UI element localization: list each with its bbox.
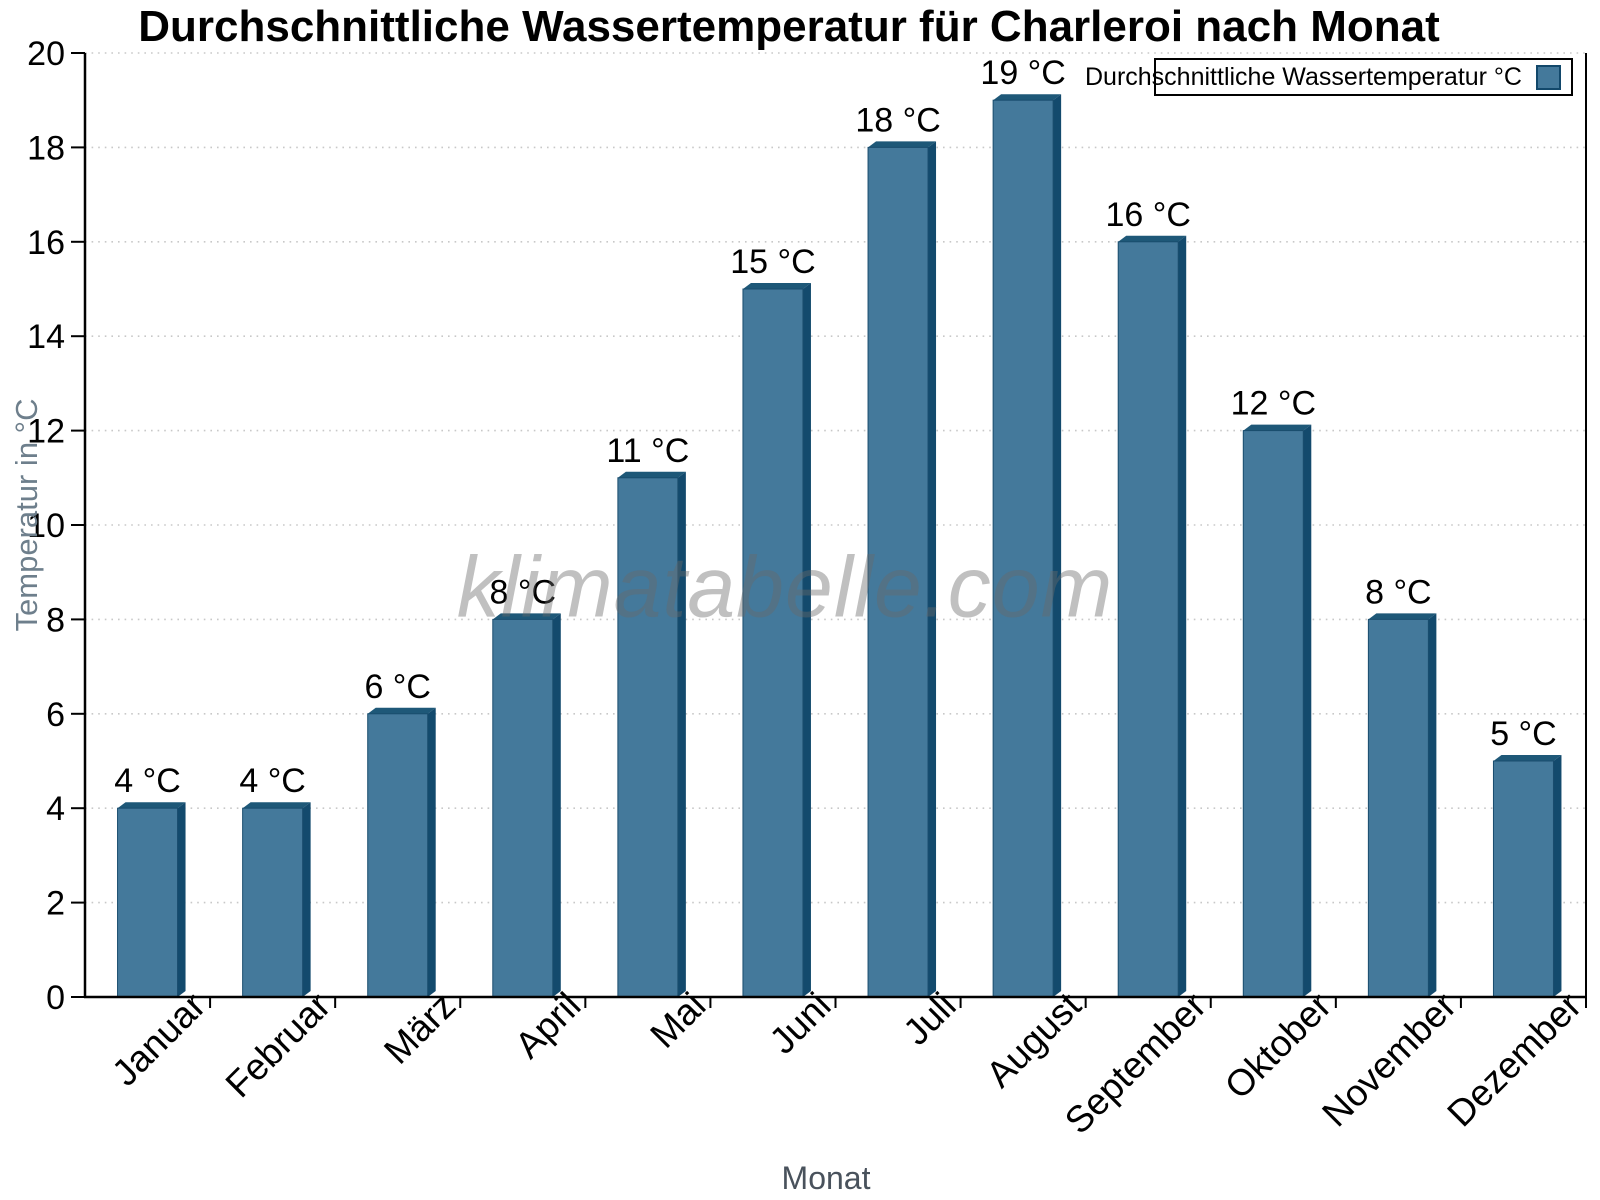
bar — [992, 99, 1054, 998]
bar — [617, 477, 679, 998]
month-label: Oktober — [1217, 985, 1339, 1107]
bar-top-face — [993, 94, 1062, 101]
bar-side-face — [552, 613, 561, 997]
bar-side-face — [928, 141, 937, 997]
bar-side-face — [1428, 613, 1437, 997]
bar — [1117, 241, 1179, 998]
y-tick-label: 8 — [46, 601, 65, 639]
bar-value-label: 11 °C — [606, 432, 689, 470]
y-tick-label: 4 — [46, 790, 65, 828]
bar-side-face — [677, 471, 686, 997]
legend: Durchschnittliche Wassertemperatur °C — [1085, 58, 1573, 96]
bar-top-face — [1118, 235, 1187, 242]
bar-side-face — [802, 283, 811, 997]
bar-value-label: 19 °C — [980, 54, 1065, 92]
bar-value-label: 15 °C — [730, 243, 815, 281]
legend-swatch-icon — [1536, 64, 1561, 90]
bar-top-face — [617, 471, 686, 478]
bar-value-label: 6 °C — [364, 668, 431, 706]
bar-value-label: 5 °C — [1490, 715, 1557, 753]
bar-top-face — [1243, 424, 1312, 431]
month-label: Februar — [218, 985, 339, 1106]
bar-side-face — [1553, 755, 1562, 997]
bar-top-face — [1368, 613, 1437, 620]
bar-value-label: 8 °C — [1365, 573, 1432, 611]
bar-top-face — [492, 613, 561, 620]
bar-top-face — [868, 141, 937, 148]
bar-top-face — [117, 802, 186, 809]
bar — [1492, 760, 1554, 998]
bar-side-face — [1053, 94, 1062, 997]
bar-value-label: 16 °C — [1105, 196, 1190, 234]
bar-side-face — [1178, 235, 1187, 998]
y-tick-label: 16 — [27, 224, 65, 262]
bar-value-label: 8 °C — [490, 573, 557, 611]
bar — [242, 807, 304, 998]
bar — [867, 146, 929, 998]
month-label: August — [978, 984, 1089, 1095]
bar — [1242, 430, 1304, 998]
bar-value-label: 4 °C — [114, 762, 181, 800]
y-tick-label: 2 — [46, 885, 65, 923]
y-tick-label: 18 — [27, 129, 65, 167]
bar — [117, 807, 179, 998]
bar-side-face — [302, 802, 311, 997]
bar-top-face — [242, 802, 311, 809]
y-axis-title: Temperatur in °C — [9, 398, 44, 632]
chart-title: Durchschnittliche Wassertemperatur für C… — [138, 2, 1440, 51]
y-tick-label: 10 — [27, 507, 65, 545]
bar-side-face — [427, 707, 436, 997]
y-tick-label: 20 — [27, 35, 65, 73]
y-tick-label: 6 — [46, 696, 65, 734]
bar — [492, 618, 554, 998]
bar — [367, 713, 429, 998]
bar-side-face — [177, 802, 186, 997]
y-tick-label: 12 — [27, 413, 65, 451]
bar — [1367, 618, 1429, 998]
bar-value-label: 12 °C — [1231, 385, 1316, 423]
y-tick-label: 14 — [27, 318, 65, 356]
bar-top-face — [1493, 755, 1562, 761]
x-axis-title: Monat — [781, 1160, 871, 1196]
bar-value-label: 18 °C — [855, 101, 940, 139]
bar-side-face — [1303, 424, 1312, 998]
month-label: Januar — [104, 985, 213, 1094]
bar-value-label: 4 °C — [239, 762, 306, 800]
bar — [742, 288, 804, 998]
bar-top-face — [742, 283, 811, 289]
bar-top-face — [367, 707, 436, 714]
legend-label: Durchschnittliche Wassertemperatur °C — [1085, 62, 1522, 91]
y-tick-label: 0 — [46, 979, 65, 1017]
